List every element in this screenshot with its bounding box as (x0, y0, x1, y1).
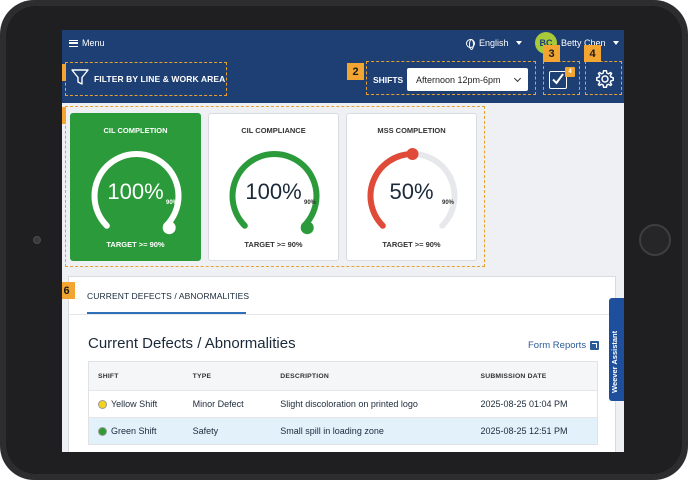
kpi-max-label: 90% (166, 200, 179, 206)
tasks-button[interactable] (549, 71, 567, 89)
kpi-value: 100% (245, 179, 302, 204)
chevron-down-icon (612, 41, 619, 45)
kpi-title: CIL COMPLETION (103, 126, 168, 135)
column-header[interactable]: SHIFT (98, 372, 119, 380)
table-header: SHIFT TYPE DESCRIPTION SUBMISSION DATE (89, 362, 597, 390)
gauge (91, 151, 182, 235)
gauge-value-arc (91, 151, 182, 229)
callout-frame-filter (65, 62, 227, 96)
external-link-icon (590, 341, 600, 350)
callout-frame-kpis (65, 106, 485, 267)
shift-select[interactable]: Afternoon 12pm-6pm (407, 68, 528, 91)
callout-frame-tasks (543, 61, 580, 95)
gauge (229, 151, 320, 235)
menu-label: Menu (82, 38, 105, 48)
active-tab-indicator (87, 312, 246, 314)
table-row[interactable]: Green Shift Safety Small spill in loadin… (89, 417, 597, 444)
gauge-value-arc (229, 151, 320, 229)
shift-selected-value: Afternoon 12pm-6pm (416, 74, 501, 85)
tab-current-defects[interactable]: CURRENT DEFECTS / ABNORMALITIES (87, 291, 250, 301)
form-reports-link[interactable]: Form Reports (528, 340, 600, 351)
defects-panel: CURRENT DEFECTS / ABNORMALITIES Current … (68, 276, 617, 452)
filter-icon[interactable] (71, 68, 89, 86)
tasks-badge: 4 (565, 67, 575, 77)
description-cell: Slight discoloration on printed logo (280, 399, 418, 409)
globe-icon (466, 38, 475, 50)
form-reports-label: Form Reports (528, 340, 587, 351)
kpi-value: 50% (389, 179, 434, 204)
hamburger-icon (69, 39, 78, 47)
shift-color-dot (98, 399, 107, 409)
kpi-card-cil-compliance[interactable]: CIL COMPLIANCE 100% 90% TARGET >= 90% (208, 113, 339, 261)
column-header[interactable]: SUBMISSION DATE (480, 372, 547, 380)
gear-icon[interactable] (595, 69, 615, 89)
gauge (367, 148, 458, 229)
shift-cell: Yellow Shift (111, 399, 158, 409)
callout-number: 2 (347, 63, 364, 80)
language-selector[interactable]: English (466, 38, 522, 50)
date-cell: 2025-08-25 01:04 PM (480, 399, 568, 409)
callout-number: 5 (62, 107, 66, 124)
column-header[interactable]: DESCRIPTION (280, 372, 329, 380)
callout-number: 1 (62, 64, 66, 81)
app-screen: Menu English BC Betty Chen FILTER BY LIN… (62, 30, 624, 452)
shift-color-dot (98, 426, 107, 436)
weever-assistant-tab[interactable]: Weever Assistant (609, 298, 624, 401)
kpi-max-label: 90% (442, 200, 455, 206)
callout-frame-settings (585, 61, 622, 95)
top-bar: Menu English BC Betty Chen (62, 30, 624, 57)
gauge-value-arc (367, 151, 416, 229)
callout-number: 4 (584, 45, 601, 62)
defects-table: SHIFT TYPE DESCRIPTION SUBMISSION DATE Y… (88, 361, 598, 445)
shifts-label: SHIFTS (373, 75, 404, 85)
shift-cell: Green Shift (111, 426, 157, 436)
kpi-target: TARGET >= 90% (382, 240, 441, 249)
kpi-title: CIL COMPLIANCE (241, 126, 306, 135)
kpi-max-label: 90% (304, 200, 317, 206)
kpi-card-cil-completion[interactable]: CIL COMPLETION 100% 90% TARGET >= 90% (70, 113, 201, 261)
kpi-title: MSS COMPLETION (377, 126, 446, 135)
kpi-card-mss-completion[interactable]: MSS COMPLETION 50% 90% TARGET >= 90% (346, 113, 477, 261)
gauge-knob (406, 148, 419, 160)
section-title: Current Defects / Abnormalities (88, 335, 296, 352)
column-header[interactable]: TYPE (192, 372, 212, 380)
kpi-target: TARGET >= 90% (244, 240, 303, 249)
kpi-target: TARGET >= 90% (106, 240, 165, 249)
type-cell: Safety (192, 426, 219, 436)
type-cell: Minor Defect (192, 399, 244, 409)
user-name: Betty Chen (561, 38, 606, 48)
language-label: English (479, 38, 509, 48)
assistant-label: Weever Assistant (610, 330, 619, 393)
home-button (639, 224, 671, 256)
menu-button[interactable]: Menu (69, 38, 105, 48)
kpi-value: 100% (107, 179, 164, 204)
date-cell: 2025-08-25 12:51 PM (480, 426, 568, 436)
callout-frame-shifts (366, 61, 536, 95)
camera (33, 236, 41, 244)
callout-number: 3 (543, 45, 560, 62)
gauge-knob (162, 221, 176, 235)
description-cell: Small spill in loading zone (280, 426, 384, 436)
gauge-knob (300, 221, 314, 235)
table-row[interactable]: Yellow Shift Minor Defect Slight discolo… (89, 390, 597, 417)
filter-label[interactable]: FILTER BY LINE & WORK AREA (94, 74, 226, 84)
checkmark-icon (552, 73, 564, 85)
divider (69, 314, 617, 315)
chevron-down-icon (515, 41, 522, 45)
callout-number: 6 (62, 282, 75, 299)
